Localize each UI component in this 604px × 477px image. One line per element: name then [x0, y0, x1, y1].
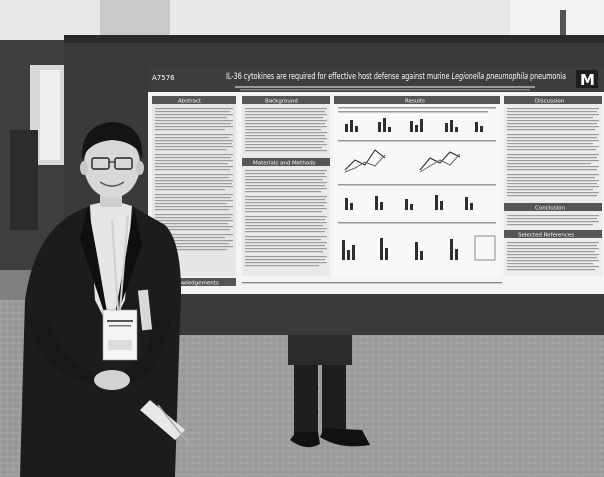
section-abstract: Abstract: [178, 99, 202, 105]
section-methods: Materials and Methods: [253, 161, 316, 167]
person-behind-poster: [288, 335, 370, 448]
results-figures: [338, 107, 496, 261]
presenter: [20, 122, 191, 477]
section-conclusion: Conclusion: [535, 206, 565, 212]
logo-letter: M: [580, 71, 595, 89]
poster: A7576 IL-36 cytokines are required for e…: [148, 66, 604, 294]
section-results: Results: [405, 99, 425, 105]
section-discussion: Discussion: [535, 99, 565, 105]
poster-number: A7576: [152, 74, 175, 82]
name-badge: [102, 309, 138, 361]
section-background: Background: [265, 99, 298, 105]
section-acknowledgements: Acknowledgements: [165, 281, 219, 287]
poster-title: IL-36 cytokines are required for effecti…: [226, 72, 566, 82]
university-logo: M: [576, 70, 598, 89]
section-references: Selected References: [518, 233, 574, 239]
